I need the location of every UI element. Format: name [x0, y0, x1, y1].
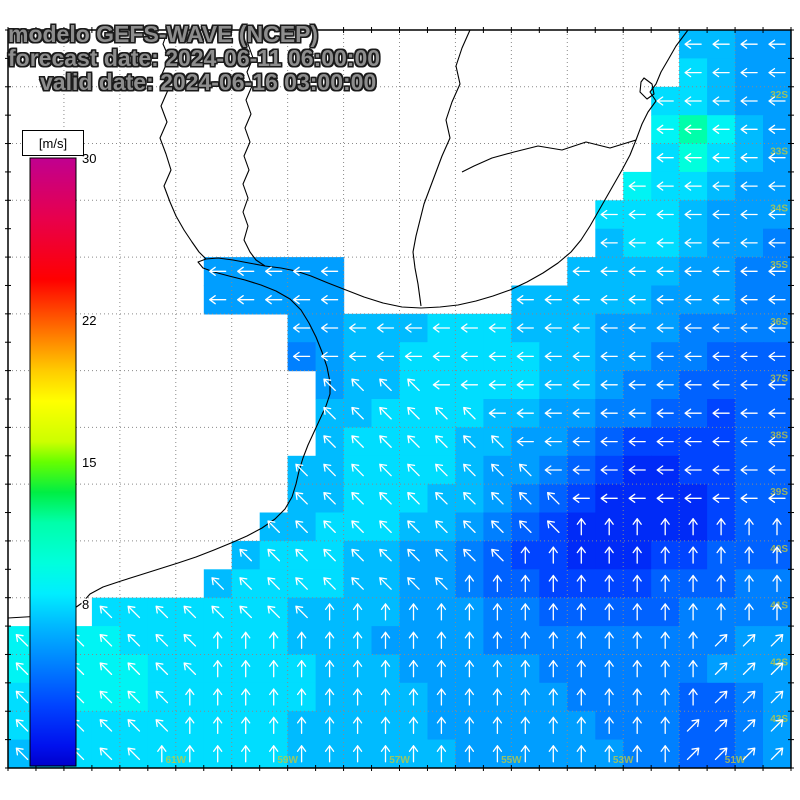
- colorbar-tick-label: 30: [82, 151, 96, 166]
- lon-label: 53W: [613, 755, 634, 766]
- colorbar-tick-label: 22: [82, 313, 96, 328]
- coast-main: [7, 29, 689, 619]
- lat-label: 37S: [770, 374, 788, 385]
- colorbar-tick-label: 15: [82, 455, 96, 470]
- lon-label: 51W: [725, 755, 746, 766]
- river-1: [242, 29, 266, 267]
- lon-label: 57W: [389, 755, 410, 766]
- border-1: [412, 29, 471, 307]
- lat-label: 36S: [770, 317, 788, 328]
- map-frame: [5, 27, 794, 771]
- lat-label: 38S: [770, 430, 788, 441]
- coastline-layer: [7, 29, 689, 619]
- colorbar: 30 22 15 8: [29, 150, 98, 767]
- lon-label: 55W: [501, 755, 522, 766]
- river-2: [159, 29, 207, 260]
- colorbar-tick-label: 8: [82, 597, 89, 612]
- colorbar-gradient: [29, 157, 77, 767]
- lat-label: 32S: [770, 90, 788, 101]
- lon-label: 61W: [166, 755, 187, 766]
- lon-label: 59W: [277, 755, 298, 766]
- lat-label: 34S: [770, 203, 788, 214]
- colorbar-unit-text: [m/s]: [38, 135, 68, 151]
- wind-arrows-layer: [15, 39, 786, 763]
- lat-label: 35S: [770, 260, 788, 271]
- lat-label: 39S: [770, 487, 788, 498]
- ocean-cells-layer: [8, 30, 791, 768]
- colorbar-unit-label: [m/s]: [22, 130, 84, 156]
- lat-label: 33S: [770, 147, 788, 158]
- lagoon: [639, 77, 655, 100]
- border-2: [461, 139, 637, 173]
